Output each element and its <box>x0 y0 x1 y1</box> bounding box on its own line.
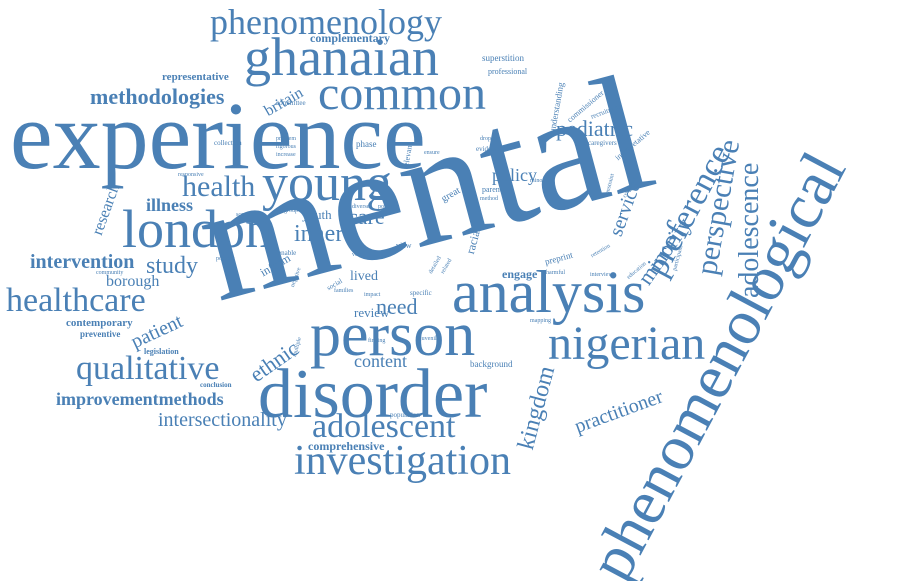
word-london: london <box>122 199 273 259</box>
word-improvementmethods: improvementmethods <box>56 389 224 409</box>
word-finding: finding <box>368 338 386 344</box>
word-phase: phase <box>356 139 377 149</box>
word-analysis: analysis <box>452 259 646 325</box>
word-review: review <box>354 305 390 320</box>
word-lived: lived <box>350 269 378 284</box>
word-background: background <box>470 359 513 369</box>
word-interview: interview <box>590 272 613 278</box>
word-diverse: diverse <box>352 204 370 210</box>
word-method: method <box>480 196 498 202</box>
word-group: group <box>284 208 298 214</box>
word-illness: illness <box>146 195 194 215</box>
word-contemporary: contemporary <box>66 317 133 329</box>
word-preventive: preventive <box>80 329 121 339</box>
word-young: young <box>262 155 392 212</box>
word-qualitative: qualitative <box>76 350 220 387</box>
word-voice: voice <box>352 252 365 258</box>
word-scoping: scoping <box>236 212 255 218</box>
word-common: common <box>318 67 486 120</box>
word-community: community <box>96 270 124 276</box>
word-conclusion: conclusion <box>200 381 232 389</box>
word-borough: borough <box>106 273 160 290</box>
word-enable: enable <box>278 249 297 257</box>
word-professional: professional <box>488 67 528 76</box>
word-power: power <box>378 204 393 210</box>
word-pediatric: pediatric <box>556 116 633 141</box>
word-healthcare: healthcare <box>6 282 146 319</box>
word-caregivers: caregivers <box>588 139 617 147</box>
word-problem: problem <box>276 136 296 142</box>
word-impact: impact <box>364 292 381 298</box>
word-minorities: minorities <box>530 178 555 184</box>
word-families: families <box>334 288 354 294</box>
word-need: need <box>376 294 418 319</box>
word-youth: youth <box>302 207 332 222</box>
word-dropout: dropout <box>480 136 499 142</box>
word-parent: parent <box>482 185 502 194</box>
word-legislation: legislation <box>144 347 179 356</box>
word-care: care <box>348 204 385 229</box>
word-specific: specific <box>410 289 432 297</box>
word-nigerian: nigerian <box>548 317 706 370</box>
word-content: content <box>354 351 407 371</box>
word-adolescence: adolescence <box>734 162 765 298</box>
word-intersectionality: intersectionality <box>158 409 287 431</box>
word-engage: engage <box>502 267 538 281</box>
word-person: person <box>310 301 476 369</box>
word-comprehensive: comprehensive <box>308 439 385 453</box>
word-juvenile: juvenile <box>420 336 440 342</box>
word-responsive: responsive <box>178 172 204 178</box>
word-phenomenology: phenomenology <box>210 2 442 42</box>
word-study: study <box>146 253 199 279</box>
word-experience: experience <box>10 82 426 189</box>
word-population: population <box>390 411 420 419</box>
word-ensure: ensure <box>424 150 440 156</box>
word-research: research <box>89 181 124 238</box>
word-intervention: intervention <box>30 251 135 273</box>
word-view: view <box>396 241 412 250</box>
word-policies: policies <box>216 256 235 262</box>
word-methodologies: methodologies <box>90 84 225 109</box>
word-inner: inner <box>294 221 344 247</box>
word-evidence: evidence <box>476 145 501 153</box>
word-investigation: investigation <box>294 438 511 484</box>
word-kingdom: kingdom <box>513 363 561 453</box>
word-superstition: superstition <box>482 53 524 63</box>
word-increase: increase <box>276 152 296 158</box>
word-harmful: harmful <box>546 270 565 276</box>
word-committee: committee <box>276 99 306 107</box>
word-mapping: mapping <box>530 318 551 324</box>
word-representative: representative <box>162 71 229 83</box>
word-retention: retention <box>590 243 612 260</box>
word-rigorous: rigorous <box>276 144 296 150</box>
word-health: health <box>182 170 256 203</box>
word-disorder: disorder <box>258 356 488 433</box>
word-policy: policy <box>492 165 537 185</box>
word-adolescent: adolescent <box>312 408 456 445</box>
word-collection: collection <box>214 139 242 147</box>
word-complementary: complementary <box>310 31 390 45</box>
word-ghanaian: ghanaian <box>244 27 439 87</box>
